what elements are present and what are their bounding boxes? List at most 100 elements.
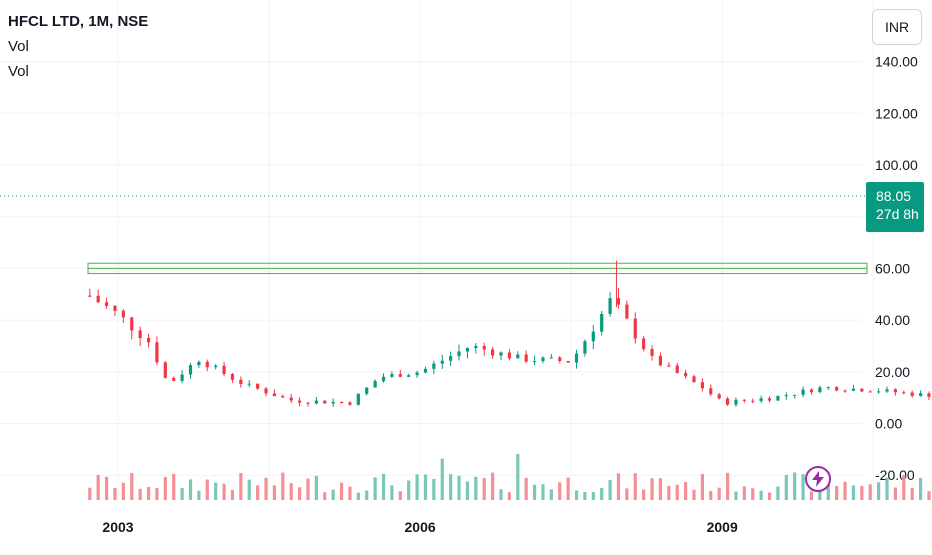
candle-body (532, 361, 537, 363)
symbol-title[interactable]: HFCL LTD, 1M, NSE (8, 13, 149, 30)
volume-bar (449, 474, 453, 500)
candle-body (700, 382, 704, 389)
volume-bar (751, 488, 755, 500)
volume-bar (214, 482, 218, 500)
volume-bar (474, 476, 478, 500)
candle-body (675, 365, 679, 373)
volume-bar (163, 476, 167, 500)
last-price-value: 88.05 (876, 188, 912, 204)
volume-bar (230, 489, 235, 500)
candle-body (205, 361, 209, 368)
volume-bar (776, 486, 780, 500)
candle-body (877, 391, 881, 393)
price-axis-label: 100.00 (875, 157, 918, 173)
candle-body (146, 337, 151, 343)
candle-body (440, 360, 444, 364)
candle-body (868, 391, 872, 393)
candle-body (851, 388, 856, 391)
volume-bar (415, 474, 419, 500)
candle-body (558, 357, 562, 361)
candle-body (491, 349, 495, 356)
candle-body (541, 357, 545, 362)
volume-bar (423, 474, 428, 500)
volume-bar (784, 474, 788, 500)
volume-bar (222, 483, 226, 500)
candle-body (742, 399, 746, 401)
volume-bar (482, 478, 486, 500)
volume-bar (910, 488, 914, 500)
candle-body (432, 363, 436, 369)
volume-bar (440, 458, 444, 500)
volume-bar (650, 478, 654, 500)
candle-body (927, 393, 931, 397)
volume-bar (826, 478, 830, 500)
candle-body (314, 400, 318, 404)
candle-body (264, 388, 268, 394)
volume-bar (658, 478, 663, 500)
candle-body (222, 365, 226, 374)
candle-body (465, 348, 470, 352)
volume-bar (843, 481, 847, 500)
volume-bar (877, 482, 881, 500)
volume-bar (239, 473, 243, 500)
candle-body (650, 349, 654, 356)
volume-bar (625, 488, 629, 500)
volume-bar (306, 478, 310, 500)
candle-body (449, 356, 453, 361)
candle-body (767, 398, 772, 401)
volume-indicator-label-1[interactable]: Vol (8, 38, 29, 55)
candle-body (717, 394, 721, 399)
volume-bar (860, 485, 864, 500)
candle-body (583, 341, 587, 354)
volume-bar (323, 492, 327, 500)
volume-bar (113, 487, 117, 500)
volume-bar (835, 486, 839, 500)
candle-body (835, 387, 839, 391)
volume-bar (591, 492, 595, 500)
time-axis-label: 2003 (102, 519, 133, 535)
volume-bar (893, 487, 898, 500)
volume-bar (398, 491, 402, 500)
candle-body (104, 302, 109, 306)
candle-body (608, 298, 612, 314)
currency-button[interactable]: INR (872, 9, 922, 45)
candle-body (725, 398, 730, 405)
price-axis-label: 120.00 (875, 105, 918, 121)
volume-bar (297, 487, 302, 500)
volume-indicator-label-2[interactable]: Vol (8, 63, 29, 80)
candle-body (918, 393, 923, 396)
candle-body (331, 401, 335, 404)
lightning-bolt-button[interactable] (805, 466, 831, 492)
candle-body (843, 390, 847, 392)
candle-body (113, 305, 117, 311)
volume-bar (314, 475, 318, 500)
volume-bar (96, 474, 100, 500)
candle-body (121, 310, 125, 318)
volume-bar (281, 472, 285, 500)
candle-body (163, 362, 167, 378)
candle-body (902, 392, 906, 394)
lightning-bolt-icon (812, 471, 824, 487)
volume-bar (524, 477, 528, 500)
price-axis-label: -20.00 (875, 467, 915, 483)
volume-bar (541, 484, 545, 500)
price-axis-label: 0.00 (875, 416, 902, 432)
volume-bar (457, 475, 461, 500)
volume-bar (339, 482, 344, 500)
volume-bar (88, 487, 92, 500)
candle-body (180, 374, 184, 381)
volume-bar (675, 484, 679, 500)
volume-bar (104, 476, 109, 500)
volume-bar (465, 481, 470, 500)
candle-body (474, 345, 478, 349)
volume-bar (289, 483, 293, 500)
volume-bar (491, 472, 495, 500)
price-axis-label: 20.00 (875, 364, 910, 380)
candle-body (692, 376, 696, 383)
candle-body (423, 368, 428, 373)
time-axis-label: 2009 (707, 519, 738, 535)
candle-body (415, 372, 419, 376)
volume-bar (851, 485, 856, 500)
